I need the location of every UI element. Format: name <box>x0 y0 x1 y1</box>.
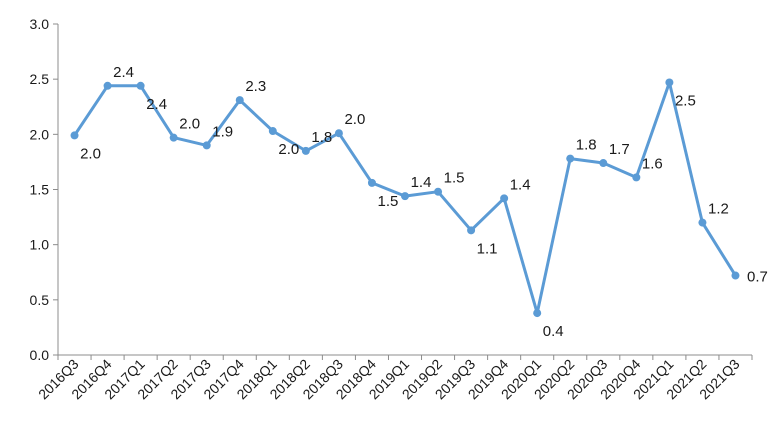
data-point <box>202 141 211 150</box>
data-label: 1.4 <box>411 174 432 191</box>
data-label: 0.7 <box>747 269 768 286</box>
data-label: 1.2 <box>708 201 729 218</box>
data-label: 1.4 <box>510 176 531 193</box>
data-label: 2.0 <box>80 145 101 162</box>
y-tick-label: 0.5 <box>30 292 50 308</box>
y-tick-label: 0.0 <box>30 347 50 363</box>
data-point <box>500 194 509 203</box>
data-label: 2.4 <box>113 64 134 81</box>
data-label: 2.0 <box>278 141 299 158</box>
data-label: 2.0 <box>344 111 365 128</box>
y-tick-label: 2.0 <box>30 126 50 142</box>
data-labels-group: 2.0 2.4 2.4 2.0 1.9 2.3 2.0 1.8 2.0 1.5 1.4 1.5 1.1 1… <box>80 64 768 340</box>
data-label: 1.6 <box>642 155 663 172</box>
data-label: 1.8 <box>576 137 597 154</box>
data-label: 1.1 <box>477 240 498 257</box>
data-point <box>566 154 575 163</box>
data-point <box>103 81 112 90</box>
data-point <box>401 192 409 201</box>
series-group <box>70 78 740 318</box>
data-point <box>70 131 79 140</box>
data-point <box>599 159 608 168</box>
data-label: 2.4 <box>146 96 167 113</box>
data-point <box>698 218 707 227</box>
data-point <box>533 309 542 318</box>
data-point <box>301 146 310 155</box>
data-label: 1.5 <box>378 193 399 210</box>
data-label: 1.9 <box>212 123 233 140</box>
data-point <box>334 129 343 138</box>
y-tick-label: 2.5 <box>30 71 50 87</box>
data-label: 2.5 <box>675 92 696 109</box>
data-label: 1.5 <box>444 170 465 187</box>
data-point <box>632 173 641 182</box>
data-point <box>169 133 178 142</box>
data-label: 0.4 <box>543 323 564 340</box>
data-label: 2.0 <box>179 116 200 133</box>
data-point <box>731 271 740 280</box>
data-point <box>367 178 376 187</box>
y-tick-label: 3.0 <box>30 16 50 32</box>
data-point <box>434 187 443 196</box>
data-label: 1.8 <box>311 129 332 146</box>
y-tick-label: 1.5 <box>30 182 50 198</box>
data-point <box>665 78 674 87</box>
data-point <box>235 96 244 105</box>
data-point <box>136 81 145 90</box>
data-label: 2.3 <box>245 78 266 95</box>
data-point <box>268 127 277 136</box>
data-point <box>467 226 476 235</box>
y-tick-label: 1.0 <box>30 237 50 253</box>
data-label: 1.7 <box>609 141 630 158</box>
